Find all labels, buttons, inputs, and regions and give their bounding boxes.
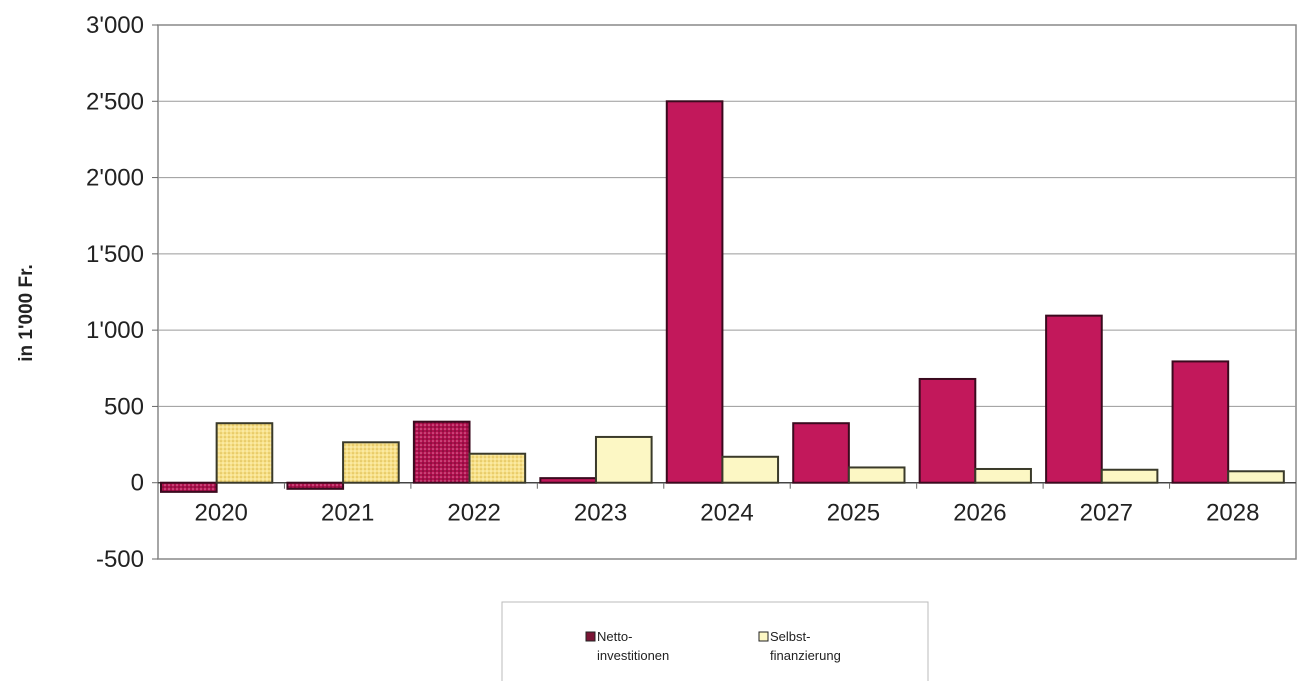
legend-swatch-netto: [585, 631, 596, 642]
x-tick-label: 2023: [574, 500, 627, 527]
bar-selbst-2026: [974, 467, 1032, 484]
bar-netto-2025: [792, 422, 850, 484]
y-tick-label: -500: [96, 546, 144, 573]
y-tick-label: 0: [131, 470, 144, 497]
legend-swatch-selbst: [758, 631, 769, 642]
x-tick-label: 2020: [195, 500, 248, 527]
bar-netto-2028: [1171, 360, 1230, 484]
y-tick-label: 3'000: [86, 12, 144, 39]
y-tick-label: 1'000: [86, 317, 144, 344]
x-tick-label: 2028: [1206, 500, 1259, 527]
x-tick-label: 2025: [827, 500, 880, 527]
bars: [160, 100, 1285, 493]
legend-label-netto-line2: investitionen: [597, 648, 669, 663]
legend-box: [501, 601, 929, 681]
bar-selbst-2020: [215, 422, 274, 484]
bar-selbst-2028: [1227, 470, 1285, 484]
bar-netto-2020: [160, 481, 218, 493]
bar-netto-2027: [1045, 314, 1103, 484]
bar-selbst-2024: [721, 455, 780, 484]
legend-label-selbst-line2: finanzierung: [770, 648, 841, 663]
x-tick-label: 2027: [1080, 500, 1133, 527]
bar-netto-2022: [412, 420, 471, 484]
bar-selbst-2025: [847, 466, 906, 484]
x-tick-label: 2021: [321, 500, 374, 527]
legend-item-netto: Netto- investitionen: [585, 629, 669, 663]
y-axis-label: in 1'000 Fr.: [16, 264, 37, 361]
bar-netto-2024: [665, 100, 724, 484]
bar-netto-2026: [918, 377, 977, 484]
y-tick-label: 2'500: [86, 88, 144, 115]
bar-netto-2023: [539, 477, 597, 484]
y-axis: -500 0 500 1'000 1'500 2'000 2'500 3'000: [86, 12, 158, 573]
x-axis: 2020 2021 2022 2023 2024 2025 2026 2027 2028: [158, 481, 1296, 527]
legend-label-netto-line1: Netto-: [597, 629, 632, 644]
y-tick-label: 500: [104, 393, 144, 420]
legend-item-selbst: Selbst- finanzierung: [758, 629, 841, 663]
legend-label-selbst-line1: Selbst-: [770, 629, 810, 644]
y-tick-label: 2'000: [86, 165, 144, 192]
legend: Netto- investitionen Selbst- finanzierun…: [501, 601, 929, 681]
y-tick-label: 1'500: [86, 241, 144, 268]
bar-selbst-2023: [594, 435, 653, 484]
x-tick-label: 2026: [953, 500, 1006, 527]
bar-selbst-2027: [1100, 468, 1159, 484]
bar-netto-2021: [286, 481, 345, 490]
x-tick-label: 2022: [447, 500, 500, 527]
x-tick-label: 2024: [700, 500, 753, 527]
bar-selbst-2021: [342, 441, 400, 484]
bar-selbst-2022: [468, 452, 527, 484]
